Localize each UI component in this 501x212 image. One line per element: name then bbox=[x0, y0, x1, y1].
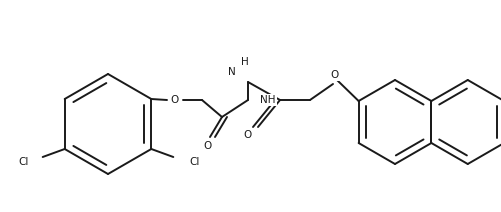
Text: NH: NH bbox=[260, 95, 276, 105]
Text: Cl: Cl bbox=[19, 157, 29, 167]
Text: O: O bbox=[331, 70, 339, 80]
Text: Cl: Cl bbox=[189, 157, 200, 167]
Text: O: O bbox=[171, 95, 179, 105]
Text: N: N bbox=[228, 67, 236, 77]
Text: O: O bbox=[204, 141, 212, 151]
Text: O: O bbox=[244, 130, 252, 140]
Text: H: H bbox=[241, 57, 249, 67]
